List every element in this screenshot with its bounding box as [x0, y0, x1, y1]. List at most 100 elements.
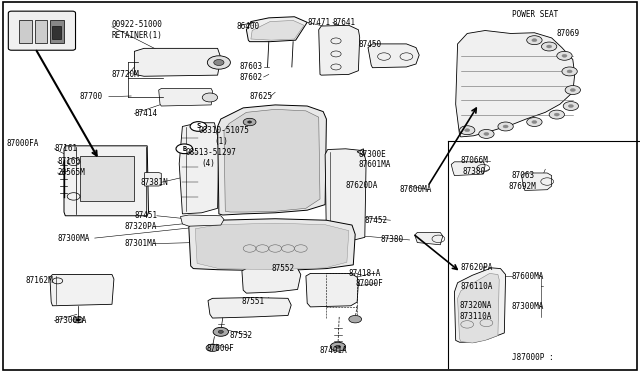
- Circle shape: [335, 345, 340, 348]
- Text: 87300MA: 87300MA: [512, 302, 545, 311]
- Text: 08310-51075: 08310-51075: [198, 126, 249, 135]
- Polygon shape: [134, 48, 221, 76]
- Circle shape: [565, 86, 580, 94]
- Circle shape: [190, 122, 207, 131]
- Text: S: S: [196, 124, 200, 129]
- Polygon shape: [242, 268, 301, 293]
- Text: 87620DA: 87620DA: [346, 181, 378, 190]
- Text: 87381N: 87381N: [141, 178, 168, 187]
- Polygon shape: [179, 123, 219, 214]
- Circle shape: [498, 122, 513, 131]
- Text: 87000FA: 87000FA: [6, 139, 39, 148]
- Circle shape: [349, 315, 362, 323]
- Text: 87603: 87603: [240, 62, 263, 71]
- Circle shape: [479, 129, 494, 138]
- Polygon shape: [218, 105, 326, 215]
- Polygon shape: [454, 268, 506, 342]
- Text: 87552: 87552: [272, 264, 295, 273]
- Text: 86400: 86400: [237, 22, 260, 31]
- Circle shape: [76, 319, 80, 321]
- Circle shape: [503, 125, 508, 128]
- Circle shape: [73, 317, 83, 323]
- Polygon shape: [195, 223, 349, 270]
- Polygon shape: [189, 219, 355, 271]
- Text: 87414: 87414: [134, 109, 157, 118]
- Text: 87300EA: 87300EA: [54, 316, 87, 325]
- Text: 87320NA: 87320NA: [460, 301, 492, 310]
- Text: POWER SEAT: POWER SEAT: [512, 10, 558, 19]
- Text: 873110A: 873110A: [460, 312, 492, 321]
- Polygon shape: [145, 173, 161, 186]
- Polygon shape: [64, 146, 148, 216]
- Circle shape: [532, 121, 537, 124]
- Text: 87320PA: 87320PA: [125, 222, 157, 231]
- Text: 87069: 87069: [557, 29, 580, 38]
- Polygon shape: [357, 149, 364, 155]
- Circle shape: [527, 118, 542, 126]
- Text: B: B: [182, 146, 186, 152]
- Circle shape: [202, 93, 218, 102]
- Text: 87450: 87450: [358, 40, 381, 49]
- Text: 87161: 87161: [54, 144, 77, 153]
- Circle shape: [557, 51, 572, 60]
- Text: 876110A: 876110A: [461, 282, 493, 291]
- Circle shape: [541, 42, 557, 51]
- Circle shape: [465, 129, 470, 132]
- Text: 87000F: 87000F: [207, 344, 234, 353]
- Text: 00922-51000: 00922-51000: [112, 20, 163, 29]
- Text: 87300MA: 87300MA: [58, 234, 90, 243]
- Circle shape: [207, 56, 230, 69]
- Text: 87418+A: 87418+A: [349, 269, 381, 278]
- Text: 87641: 87641: [333, 18, 356, 27]
- Circle shape: [176, 144, 193, 154]
- Text: 87063: 87063: [512, 171, 535, 180]
- Polygon shape: [251, 20, 304, 40]
- Text: 87620PA: 87620PA: [461, 263, 493, 272]
- Text: 87600MA: 87600MA: [400, 185, 433, 194]
- Circle shape: [532, 39, 537, 42]
- Text: 28565M: 28565M: [58, 169, 85, 177]
- Text: J87000P :: J87000P :: [512, 353, 554, 362]
- Text: 87720M: 87720M: [112, 70, 140, 79]
- Text: 87066M: 87066M: [461, 156, 488, 165]
- Text: 87602: 87602: [240, 73, 263, 81]
- Text: 87551: 87551: [242, 297, 265, 306]
- Text: 87692M: 87692M: [509, 182, 536, 190]
- Polygon shape: [325, 149, 366, 243]
- Polygon shape: [224, 109, 320, 212]
- Bar: [52, 26, 61, 39]
- Text: 87600MA: 87600MA: [512, 272, 545, 280]
- Circle shape: [554, 113, 559, 116]
- Circle shape: [562, 67, 577, 76]
- Text: (4): (4): [202, 159, 216, 168]
- Text: 87601MA: 87601MA: [358, 160, 391, 169]
- Polygon shape: [415, 232, 443, 245]
- Text: 08513-51297: 08513-51297: [186, 148, 236, 157]
- Circle shape: [549, 110, 564, 119]
- Polygon shape: [451, 162, 485, 176]
- Polygon shape: [208, 298, 291, 318]
- Polygon shape: [456, 31, 575, 137]
- Polygon shape: [50, 275, 114, 306]
- Circle shape: [206, 344, 219, 352]
- Circle shape: [248, 121, 252, 123]
- Polygon shape: [368, 44, 419, 68]
- Text: 87162M: 87162M: [26, 276, 53, 285]
- Circle shape: [527, 36, 542, 45]
- Text: 87301MA: 87301MA: [125, 239, 157, 248]
- Text: 87625: 87625: [250, 92, 273, 101]
- Text: (1): (1): [214, 137, 228, 146]
- Polygon shape: [319, 25, 360, 75]
- Text: 87700: 87700: [80, 92, 103, 101]
- Polygon shape: [306, 273, 358, 307]
- Text: 87380: 87380: [381, 235, 404, 244]
- Bar: [35, 20, 47, 43]
- Polygon shape: [458, 273, 499, 343]
- Polygon shape: [246, 17, 307, 42]
- Text: RETAINER(1): RETAINER(1): [112, 31, 163, 40]
- Circle shape: [330, 342, 346, 351]
- Polygon shape: [522, 173, 552, 190]
- FancyBboxPatch shape: [8, 11, 76, 50]
- Circle shape: [567, 70, 572, 73]
- Circle shape: [243, 118, 256, 126]
